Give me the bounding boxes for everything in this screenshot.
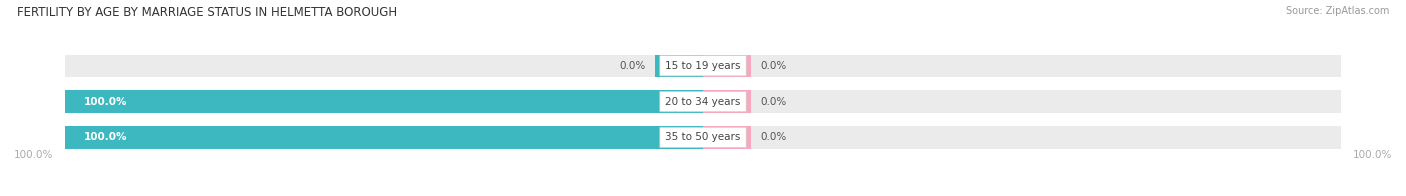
Text: 20 to 34 years: 20 to 34 years xyxy=(665,97,741,107)
Text: 100.0%: 100.0% xyxy=(84,97,128,107)
FancyBboxPatch shape xyxy=(659,127,747,148)
Text: 100.0%: 100.0% xyxy=(14,150,53,160)
Bar xyxy=(65,55,1341,77)
Text: 100.0%: 100.0% xyxy=(1353,150,1392,160)
Text: FERTILITY BY AGE BY MARRIAGE STATUS IN HELMETTA BOROUGH: FERTILITY BY AGE BY MARRIAGE STATUS IN H… xyxy=(17,6,396,19)
Text: 35 to 50 years: 35 to 50 years xyxy=(665,132,741,142)
Text: 0.0%: 0.0% xyxy=(619,61,645,71)
Bar xyxy=(65,91,703,113)
Bar xyxy=(65,91,1341,113)
Text: 100.0%: 100.0% xyxy=(84,132,128,142)
Bar xyxy=(703,126,751,149)
Text: 0.0%: 0.0% xyxy=(761,61,787,71)
Bar xyxy=(65,126,703,149)
Bar xyxy=(703,55,751,77)
Bar xyxy=(655,55,703,77)
Bar xyxy=(655,91,703,113)
Text: 15 to 19 years: 15 to 19 years xyxy=(665,61,741,71)
FancyBboxPatch shape xyxy=(659,91,747,112)
Bar xyxy=(703,91,751,113)
Text: 0.0%: 0.0% xyxy=(761,132,787,142)
Bar xyxy=(65,126,1341,149)
Bar xyxy=(655,126,703,149)
Text: 0.0%: 0.0% xyxy=(761,97,787,107)
FancyBboxPatch shape xyxy=(659,56,747,76)
Text: Source: ZipAtlas.com: Source: ZipAtlas.com xyxy=(1285,6,1389,16)
